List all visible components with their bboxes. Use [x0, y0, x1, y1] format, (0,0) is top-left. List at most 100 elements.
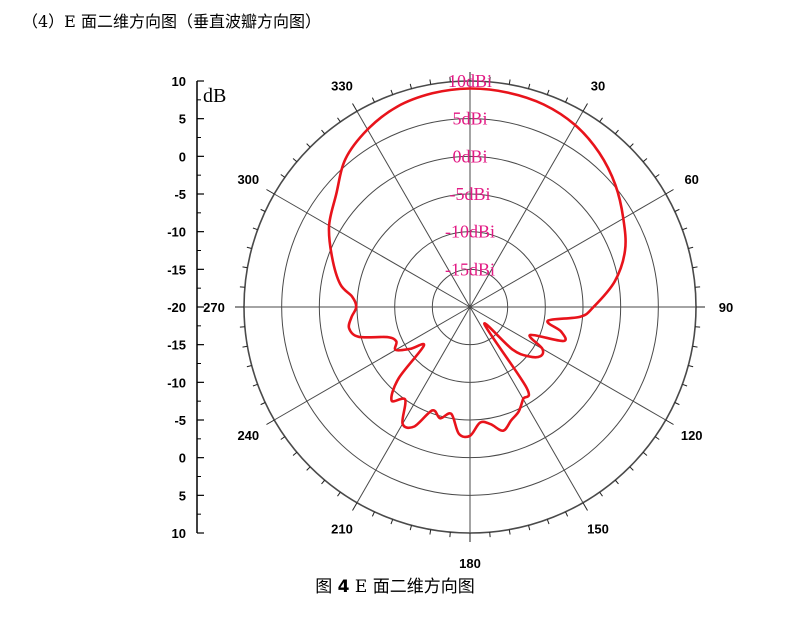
degree-tick-210	[352, 502, 358, 511]
degree-tick-135	[629, 466, 634, 471]
degree-tick-325	[337, 117, 341, 123]
degree-tick-50	[642, 158, 648, 163]
grid-spoke-120	[469, 306, 666, 421]
degree-tick-195	[409, 525, 412, 531]
angle-label-120: 120	[681, 428, 703, 443]
radial-tick-label-6: -20	[167, 300, 186, 315]
degree-tick-40	[614, 129, 619, 135]
degree-tick-200	[390, 519, 394, 525]
degree-tick-255	[246, 365, 252, 368]
degree-tick-350	[429, 79, 432, 85]
degree-tick-110	[682, 383, 688, 387]
degree-tick-35	[599, 117, 603, 123]
pattern-trace	[327, 87, 627, 439]
angle-label-330: 330	[331, 78, 353, 93]
angle-label-90: 90	[719, 300, 733, 315]
degree-tick-115	[674, 402, 680, 406]
degree-tick-240	[266, 419, 275, 425]
degree-tick-80	[692, 266, 698, 269]
section-heading: （4）E 面二维方向图（垂直波瓣方向图）	[22, 12, 321, 31]
degree-tick-230	[292, 451, 298, 456]
degree-tick-170	[508, 529, 511, 535]
angle-label-300: 300	[237, 172, 259, 187]
degree-tick-260	[242, 345, 248, 348]
figure-caption: 图 4 E 面二维方向图	[0, 572, 790, 597]
radial-axis-scale: 10 5 0 -5 -10 -15 -20 -15 -10 -5 0 5 10	[167, 74, 204, 541]
degree-tick-120	[665, 419, 674, 425]
radial-tick-label-12: 10	[172, 526, 186, 541]
degree-tick-155	[565, 511, 569, 517]
degree-tick-100	[692, 345, 698, 348]
degree-tick-250	[252, 383, 258, 387]
degree-tick-225	[306, 466, 311, 471]
angle-label-210: 210	[331, 522, 353, 537]
degree-tick-245	[260, 402, 266, 406]
degree-tick-20	[546, 89, 550, 95]
degree-tick-335	[371, 97, 375, 103]
degree-tick-345	[409, 83, 412, 89]
degree-tick-310	[292, 158, 298, 163]
degree-tick-45	[629, 143, 634, 148]
ring-label-3: -5dBi	[449, 184, 490, 204]
grid-spoke-60	[469, 193, 666, 308]
degree-tick-235	[280, 436, 286, 440]
grid-spoke-150	[469, 306, 584, 503]
radial-tick-label-0: 10	[172, 74, 186, 89]
degree-tick-285	[246, 246, 252, 249]
angle-label-150: 150	[587, 522, 609, 537]
radial-tick-label-5: -15	[167, 262, 186, 277]
degree-tick-60	[665, 189, 674, 195]
degree-tick-220	[321, 479, 326, 485]
degree-tick-140	[614, 479, 619, 485]
angle-label-270: 270	[203, 300, 225, 315]
degree-tick-10	[508, 79, 511, 85]
degree-tick-295	[260, 208, 266, 212]
degree-tick-125	[654, 436, 660, 440]
grid-spoke-240	[274, 306, 471, 421]
degree-tick-340	[390, 89, 394, 95]
angle-labels: 30 60 90 120 150 180 210 240 270 300 330	[203, 78, 733, 571]
ring-label-0: 10dBi	[448, 71, 492, 91]
caption-number: 4	[337, 577, 350, 597]
degree-tick-320	[321, 129, 326, 135]
radial-tick-label-7: -15	[167, 338, 186, 353]
degree-tick-160	[546, 519, 550, 525]
outer-degree-ticks	[235, 72, 705, 542]
radial-tick-label-4: -10	[167, 225, 186, 240]
degree-tick-215	[337, 491, 341, 497]
angle-label-60: 60	[684, 172, 698, 187]
pattern-trace-group	[327, 87, 627, 439]
grid-spoke-330	[356, 111, 471, 308]
ring-labels: 10dBi 5dBi 0dBi -5dBi -10dBi -15dBi	[445, 71, 495, 279]
caption-text: E 面二维方向图	[354, 577, 475, 597]
radial-tick-label-1: 5	[179, 112, 186, 127]
caption-prefix: 图	[315, 577, 333, 597]
degree-tick-75	[688, 246, 694, 249]
ring-label-5: -15dBi	[445, 259, 495, 279]
degree-tick-15	[528, 83, 531, 89]
radial-tick-label-3: -5	[174, 187, 186, 202]
degree-tick-70	[682, 227, 688, 231]
radial-tick-label-10: 0	[179, 451, 186, 466]
degree-tick-145	[599, 491, 603, 497]
ring-label-4: -10dBi	[445, 222, 495, 242]
angle-label-30: 30	[591, 78, 605, 93]
grid-spoke-210	[356, 306, 471, 503]
radial-tick-label-2: 0	[179, 149, 186, 164]
degree-tick-30	[582, 103, 588, 112]
degree-tick-300	[266, 189, 275, 195]
unit-label: dB	[203, 85, 226, 107]
degree-tick-330	[352, 103, 358, 112]
degree-tick-315	[306, 143, 311, 148]
degree-tick-130	[642, 451, 648, 456]
grid-spoke-30	[469, 111, 584, 308]
grid-spoke-300	[274, 193, 471, 308]
degree-tick-165	[528, 525, 531, 531]
degree-tick-150	[582, 502, 588, 511]
radial-tick-label-9: -5	[174, 413, 186, 428]
degree-tick-55	[654, 174, 660, 178]
radial-tick-label-11: 5	[179, 488, 186, 503]
degree-tick-280	[242, 266, 248, 269]
angle-label-180: 180	[459, 556, 481, 571]
